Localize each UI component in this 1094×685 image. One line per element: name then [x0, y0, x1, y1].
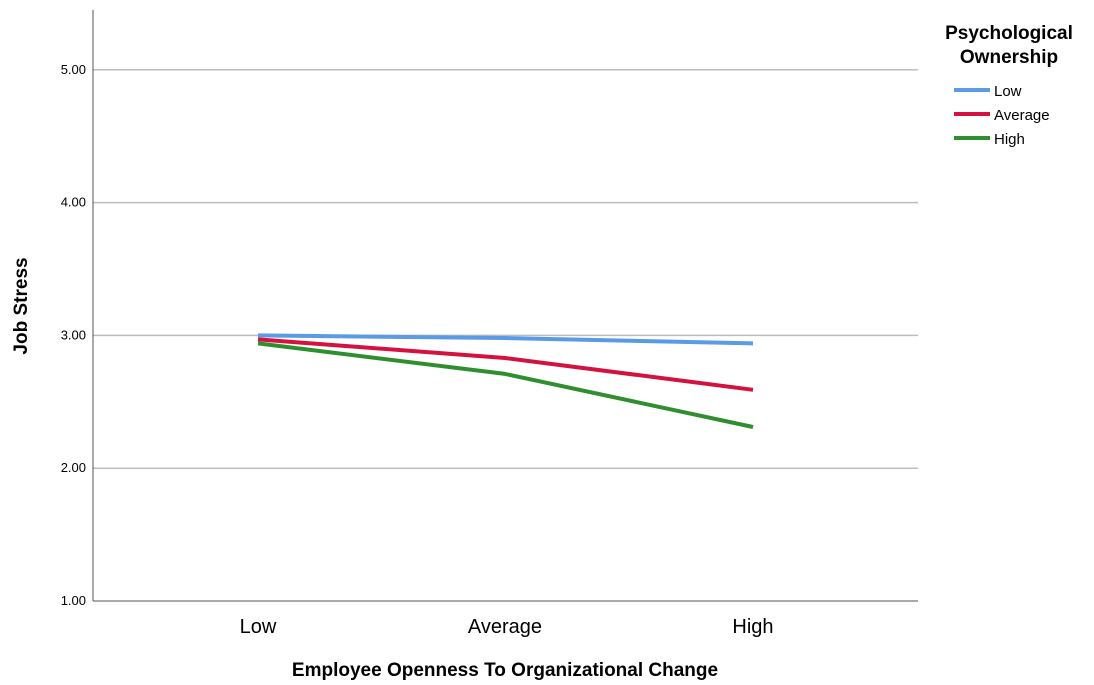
x-tick-label: High: [732, 616, 773, 638]
series-lines: [257, 333, 754, 429]
y-tick-label: 3.00: [61, 327, 86, 342]
x-tick-labels: Low Average High: [240, 616, 774, 638]
series-line-low: [257, 333, 754, 346]
legend-title-line-1: Psychological: [945, 23, 1073, 44]
y-tick-label: 1.00: [61, 593, 86, 608]
y-tick-label: 5.00: [61, 62, 86, 77]
series-line-high: [257, 341, 754, 429]
legend-label: Low: [994, 83, 1022, 100]
y-tick-label: 2.00: [61, 460, 86, 475]
legend-title-line-2: Ownership: [960, 47, 1058, 68]
gridlines: [93, 69, 918, 469]
y-tick-labels: 1.00 2.00 3.00 4.00 5.00: [61, 62, 86, 608]
x-tick-label: Average: [468, 616, 542, 638]
y-tick-label: 4.00: [61, 195, 86, 210]
x-tick-label: Low: [240, 616, 277, 638]
x-axis-label: Employee Openness To Organizational Chan…: [292, 660, 718, 681]
y-axis-label: Job Stress: [11, 257, 32, 354]
legend-label: Average: [994, 107, 1050, 124]
legend: Psychological Ownership Low Average High: [945, 23, 1073, 148]
series-line-average: [257, 337, 754, 392]
legend-label: High: [994, 131, 1025, 148]
